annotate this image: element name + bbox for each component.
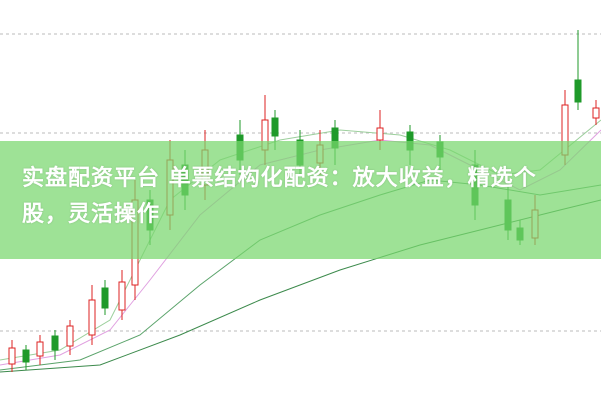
banner-title: 实盘配资平台 单票结构化配资：放大收益，精选个股，灵活操作 [22,166,537,227]
banner [0,141,601,259]
